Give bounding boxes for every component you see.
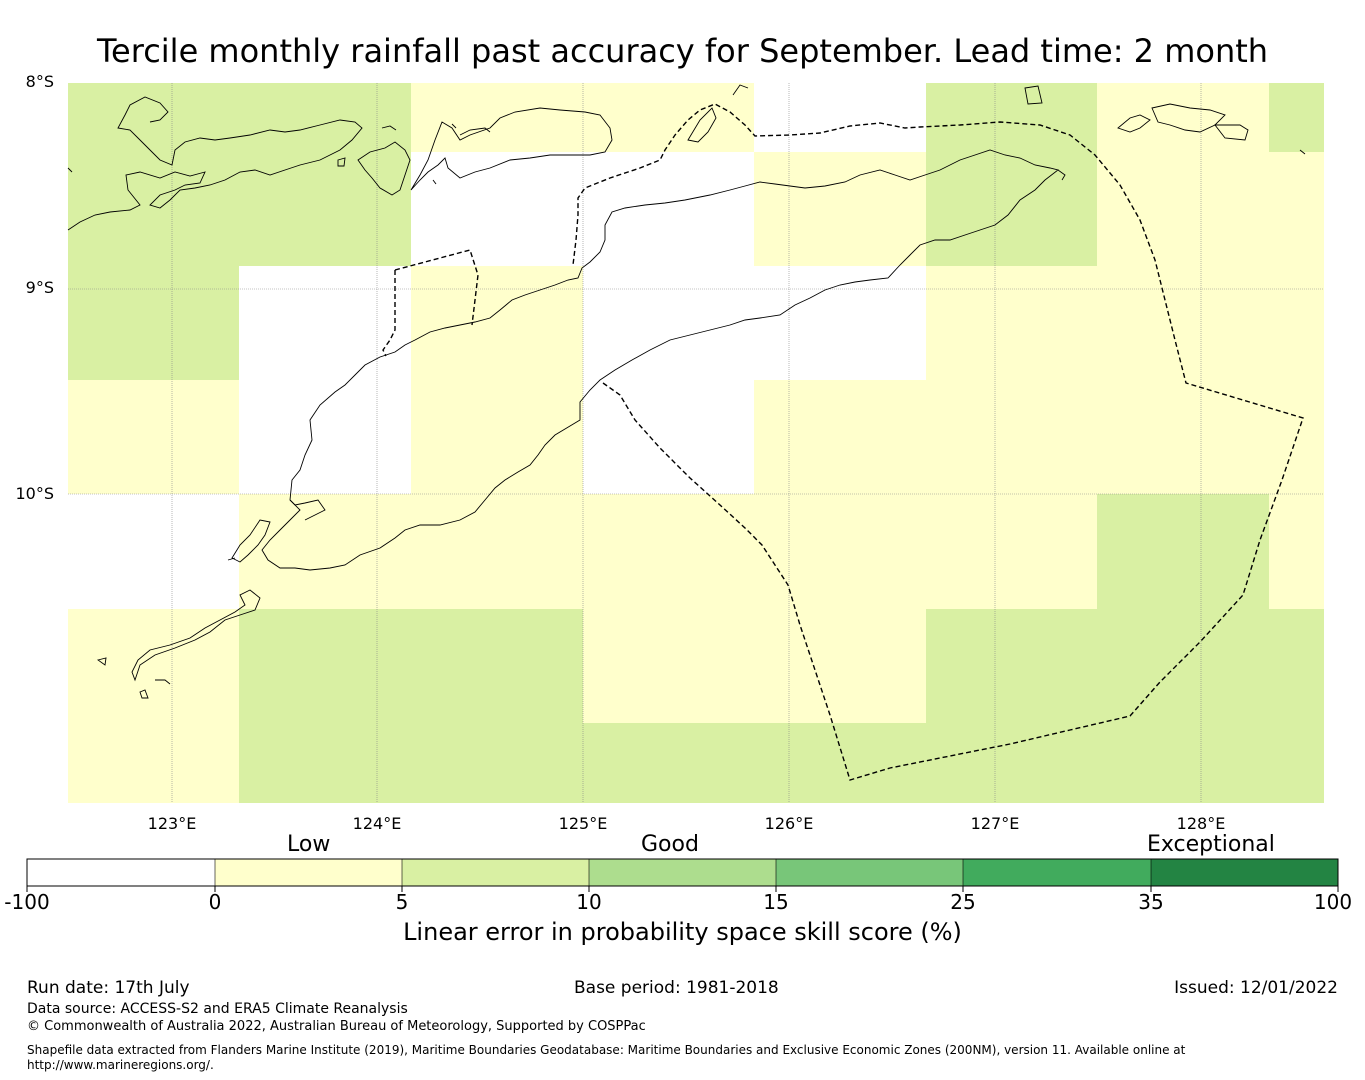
- coastline-fragment: [432, 179, 437, 185]
- category-good-label: Good: [641, 832, 699, 857]
- coastline-fragment: [67, 167, 73, 173]
- colorbar-segment: [963, 859, 1151, 886]
- lat-label: 8°S: [25, 72, 54, 91]
- grid-cell: [926, 83, 1097, 266]
- coastline-fragment: [451, 123, 457, 129]
- colorbar-segment: [776, 859, 963, 886]
- skill-grid-cells: [68, 83, 1324, 803]
- coastlines: [67, 84, 1306, 699]
- colorbar-tick-label: 100: [1313, 890, 1353, 914]
- lat-label: 10°S: [15, 484, 54, 503]
- colorbar-title: Linear error in probability space skill …: [403, 918, 962, 946]
- colorbar-tick-label: -100: [4, 890, 50, 914]
- colorbar-tick-label: 35: [1138, 890, 1164, 914]
- lon-label: 125°E: [558, 814, 608, 833]
- grid-cell: [926, 494, 1097, 609]
- islet-coastline: [1117, 114, 1151, 133]
- shapefile-url: http://www.marineregions.org/.: [27, 1058, 214, 1072]
- grid-cell: [1269, 152, 1324, 609]
- colorbar-tick-label: 25: [950, 890, 976, 914]
- grid-cell: [411, 266, 583, 494]
- coastline-fragment: [459, 127, 491, 136]
- lon-label: 128°E: [1176, 814, 1226, 833]
- eez-line: [382, 270, 396, 357]
- grid-cell: [239, 609, 583, 803]
- map-title: Tercile monthly rainfall past accuracy f…: [96, 32, 1269, 70]
- islet-coastline: [139, 689, 149, 699]
- grid-cell: [583, 723, 926, 803]
- coastline-fragment: [227, 557, 236, 561]
- colorbar-segment: [27, 859, 215, 886]
- category-low-label: Low: [287, 832, 331, 857]
- data-source: Data source: ACCESS-S2 and ERA5 Climate …: [27, 1001, 408, 1017]
- copyright: © Commonwealth of Australia 2022, Austra…: [27, 1019, 646, 1034]
- islet-coastline: [1214, 124, 1249, 141]
- wetar-coastline: [410, 107, 613, 191]
- grid-cell: [68, 266, 239, 380]
- colorbar-frame: [26, 858, 1339, 887]
- coastline-fragment: [381, 125, 397, 131]
- grid-cell: [1269, 83, 1324, 152]
- grid-cell: [411, 83, 754, 152]
- graticule: [68, 83, 1324, 803]
- coastline-fragment: [1057, 169, 1066, 181]
- lon-label: 123°E: [147, 814, 197, 833]
- grid-cell: [68, 609, 239, 803]
- grid-cell: [926, 266, 1097, 494]
- timor-coastline: [261, 149, 1060, 571]
- lon-label: 126°E: [764, 814, 814, 833]
- eez-line: [394, 249, 479, 326]
- coastline-fragment: [155, 679, 171, 685]
- grid-cell: [1097, 83, 1269, 494]
- coastline-fragment: [732, 84, 749, 96]
- lon-label: 124°E: [352, 814, 402, 833]
- colorbar-segment: [402, 859, 589, 886]
- grid-cell: [583, 609, 926, 723]
- grid-cell: [1097, 494, 1269, 609]
- semau-coastline: [231, 519, 271, 563]
- grid-cell: [68, 380, 239, 494]
- colorbar-tick-label: 15: [763, 890, 789, 914]
- colorbar-tick-label: 5: [395, 890, 409, 914]
- shapefile-credit: Shapefile data extracted from Flanders M…: [27, 1043, 1186, 1057]
- colorbar-tick-label: 0: [208, 890, 222, 914]
- base-period: Base period: 1981-2018: [574, 978, 779, 998]
- category-exceptional-label: Exceptional: [1147, 832, 1275, 857]
- island-coastline: [357, 141, 411, 196]
- flores-coastline: [67, 96, 363, 231]
- grid-cell: [926, 609, 1324, 803]
- islet-coastline: [337, 157, 346, 167]
- colorbar-tick-label: 10: [576, 890, 602, 914]
- rote-coastline: [131, 589, 261, 682]
- coastline-fragment: [289, 499, 326, 521]
- issued-date: Issued: 12/01/2022: [1174, 978, 1338, 998]
- lat-label: 9°S: [25, 278, 54, 297]
- grid-cell: [68, 83, 411, 266]
- islet-coastline: [1024, 85, 1043, 105]
- colorbar-segment: [589, 859, 776, 886]
- eez-line: [572, 103, 1304, 781]
- atauro-coastline: [687, 107, 717, 143]
- run-date: Run date: 17th July: [27, 978, 190, 998]
- colorbar: [26, 858, 1339, 892]
- lon-label: 127°E: [970, 814, 1020, 833]
- colorbar-segment: [215, 859, 402, 886]
- coastline-fragment: [1299, 149, 1306, 155]
- colorbar-segment: [1151, 859, 1338, 886]
- grid-cell: [754, 152, 926, 266]
- islet-coastline: [96, 657, 107, 666]
- grid-cell: [239, 494, 926, 609]
- eez-boundary: [382, 103, 1304, 781]
